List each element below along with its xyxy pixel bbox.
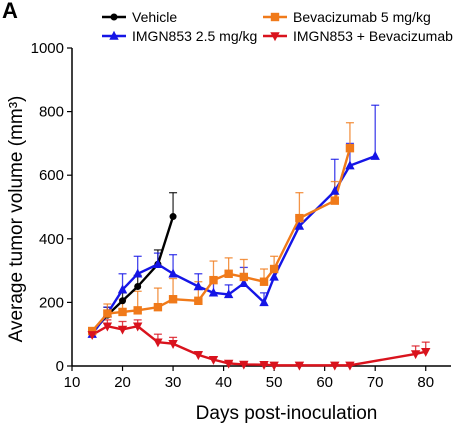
x-tick-label: 60 xyxy=(316,374,333,391)
data-point xyxy=(269,264,279,274)
y-tick-label: 800 xyxy=(39,104,64,121)
legend: Vehicle IMGN853 2.5 mg/kg Bevacizumab 5 mg… xyxy=(102,9,453,44)
y-axis-title: Average tumor volume (mm³) xyxy=(6,96,27,343)
data-point xyxy=(269,271,279,281)
data-point xyxy=(134,283,142,290)
data-point xyxy=(223,289,234,299)
y-tick-label: 600 xyxy=(39,167,64,184)
x-tick-label: 80 xyxy=(417,374,434,391)
data-point xyxy=(330,361,340,371)
legend-swatch-marker xyxy=(110,13,118,21)
x-tick-label: 10 xyxy=(64,374,81,391)
data-point xyxy=(168,340,178,349)
data-point xyxy=(239,278,249,288)
x-tick-label: 40 xyxy=(215,374,232,391)
data-point xyxy=(133,306,142,315)
data-point xyxy=(223,359,234,369)
data-point xyxy=(194,296,203,306)
data-point xyxy=(269,361,279,371)
panel-label: A xyxy=(2,0,18,23)
series-line-2 xyxy=(91,147,352,332)
data-point xyxy=(102,322,113,332)
data-point xyxy=(119,297,127,305)
data-point xyxy=(153,338,163,348)
data-point xyxy=(168,295,178,304)
data-point xyxy=(259,277,269,286)
data-point xyxy=(330,185,340,195)
data-point xyxy=(239,360,249,370)
data-point xyxy=(117,325,128,335)
data-point xyxy=(132,322,143,332)
data-point xyxy=(295,213,304,223)
legend-swatch-marker xyxy=(270,12,280,22)
data-point xyxy=(103,309,112,318)
data-point xyxy=(208,287,219,297)
data-point xyxy=(208,355,219,365)
series-markers xyxy=(87,143,431,371)
data-point xyxy=(410,350,421,360)
data-point xyxy=(224,269,233,278)
y-tick-label: 0 xyxy=(56,358,64,375)
data-point xyxy=(132,268,143,278)
legend-label: IMGN853 2.5 mg/kg xyxy=(132,28,257,44)
data-point xyxy=(421,347,431,357)
data-point xyxy=(370,150,380,160)
data-point xyxy=(88,326,97,336)
data-point xyxy=(239,272,249,282)
data-point xyxy=(153,259,163,268)
data-point xyxy=(330,196,339,205)
data-point xyxy=(345,160,355,170)
data-point xyxy=(345,143,355,153)
y-tick-label: 200 xyxy=(39,294,64,311)
data-point xyxy=(168,268,178,278)
x-tick-label: 30 xyxy=(165,374,182,391)
y-tick-label: 400 xyxy=(39,231,64,248)
data-point xyxy=(259,361,269,370)
x-tick-label: 50 xyxy=(266,374,283,391)
legend-label: Bevacizumab 5 mg/kg xyxy=(293,9,431,25)
x-tick-label: 20 xyxy=(114,374,131,391)
data-point xyxy=(87,331,97,341)
y-tick-label: 1000 xyxy=(31,40,64,57)
legend-label: Vehicle xyxy=(132,9,177,25)
legend-label: IMGN853 + Bevacizumab xyxy=(293,28,453,44)
series-lines xyxy=(91,147,426,367)
data-point xyxy=(193,281,204,291)
data-point xyxy=(169,213,177,221)
series-line-3 xyxy=(91,325,426,367)
data-point xyxy=(118,307,127,317)
legend-swatch-marker xyxy=(109,30,119,40)
data-point xyxy=(209,275,218,285)
x-axis-title: Days post-inoculation xyxy=(196,403,378,423)
data-point xyxy=(294,361,305,371)
data-point xyxy=(153,302,163,312)
data-point xyxy=(193,351,204,361)
data-point xyxy=(294,220,305,230)
legend-swatch-marker xyxy=(270,32,280,42)
data-point xyxy=(345,361,355,371)
data-point xyxy=(259,297,269,307)
data-point xyxy=(117,284,128,294)
x-tick-label: 70 xyxy=(367,374,384,391)
